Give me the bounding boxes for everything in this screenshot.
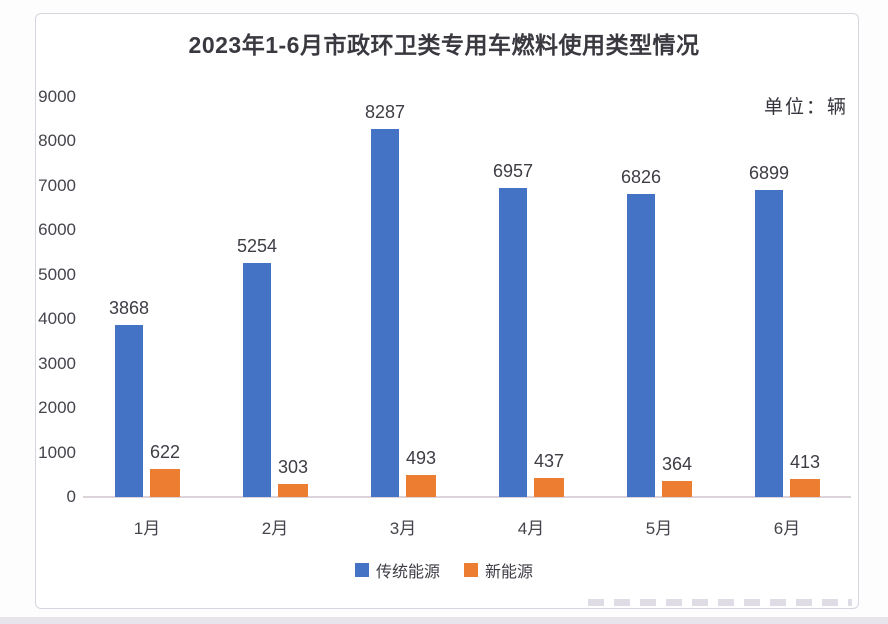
x-axis-line [83, 496, 851, 498]
x-axis-category-label: 1月 [133, 519, 161, 538]
y-axis-tick-label: 7000 [38, 175, 76, 195]
bar-value-label: 413 [789, 451, 821, 472]
y-axis-tick-label: 2000 [38, 398, 76, 418]
bar-traditional-energy [115, 325, 143, 497]
x-axis-category-label: 2月 [261, 519, 289, 538]
chart-card [35, 13, 859, 609]
legend-color-swatch [464, 563, 478, 577]
x-axis-category-label: 5月 [645, 519, 673, 538]
y-axis-tick-label: 3000 [38, 353, 76, 373]
y-axis-tick-label: 1000 [38, 442, 76, 462]
bottom-edge-strip [0, 617, 888, 624]
bar-traditional-energy [499, 187, 527, 497]
y-axis-tick-label: 0 [66, 487, 76, 506]
bar-traditional-energy [243, 263, 271, 497]
y-axis-tick-label: 6000 [38, 220, 76, 240]
bar-new-energy [406, 475, 436, 497]
x-axis-category-label: 4月 [517, 519, 545, 538]
bar-value-label: 364 [661, 453, 693, 474]
y-axis-tick-label: 5000 [38, 264, 76, 284]
y-axis-tick-label: 9000 [38, 87, 76, 106]
x-axis-category-label: 6月 [773, 519, 801, 538]
bar-traditional-energy [627, 193, 655, 497]
legend-item: 新能源 [464, 558, 533, 582]
bar-value-label: 6957 [492, 160, 534, 181]
bar-new-energy [278, 483, 308, 497]
bar-new-energy [790, 478, 820, 497]
bar-new-energy [662, 480, 692, 497]
bar-value-label: 3868 [108, 298, 150, 319]
y-axis-tick-label: 8000 [38, 131, 76, 151]
watermark [588, 599, 852, 606]
legend-color-swatch [354, 563, 369, 577]
bar-new-energy [534, 477, 564, 497]
y-axis-tick-label: 4000 [38, 309, 76, 329]
x-axis-category-label: 3月 [389, 519, 417, 538]
bar-traditional-energy [755, 190, 783, 497]
bar-value-label: 303 [277, 456, 309, 477]
chart-title: 2023年1-6月市政环卫类专用车燃料使用类型情况 [188, 32, 700, 58]
legend-label: 新能源 [485, 564, 534, 581]
bar-value-label: 6899 [748, 163, 790, 184]
legend-item: 传统能源 [354, 558, 440, 582]
bar-value-label: 5254 [236, 236, 278, 257]
legend: 传统能源 新能源 [0, 558, 888, 582]
unit-label: 单位：辆 [763, 97, 848, 118]
bar-new-energy [150, 469, 180, 497]
bar-value-label: 622 [149, 442, 181, 463]
legend-label: 传统能源 [375, 564, 440, 581]
bar-value-label: 493 [405, 448, 437, 469]
bar-value-label: 437 [533, 450, 565, 471]
bar-value-label: 8287 [364, 101, 406, 122]
bar-value-label: 6826 [620, 166, 662, 187]
bar-traditional-energy [371, 128, 399, 497]
